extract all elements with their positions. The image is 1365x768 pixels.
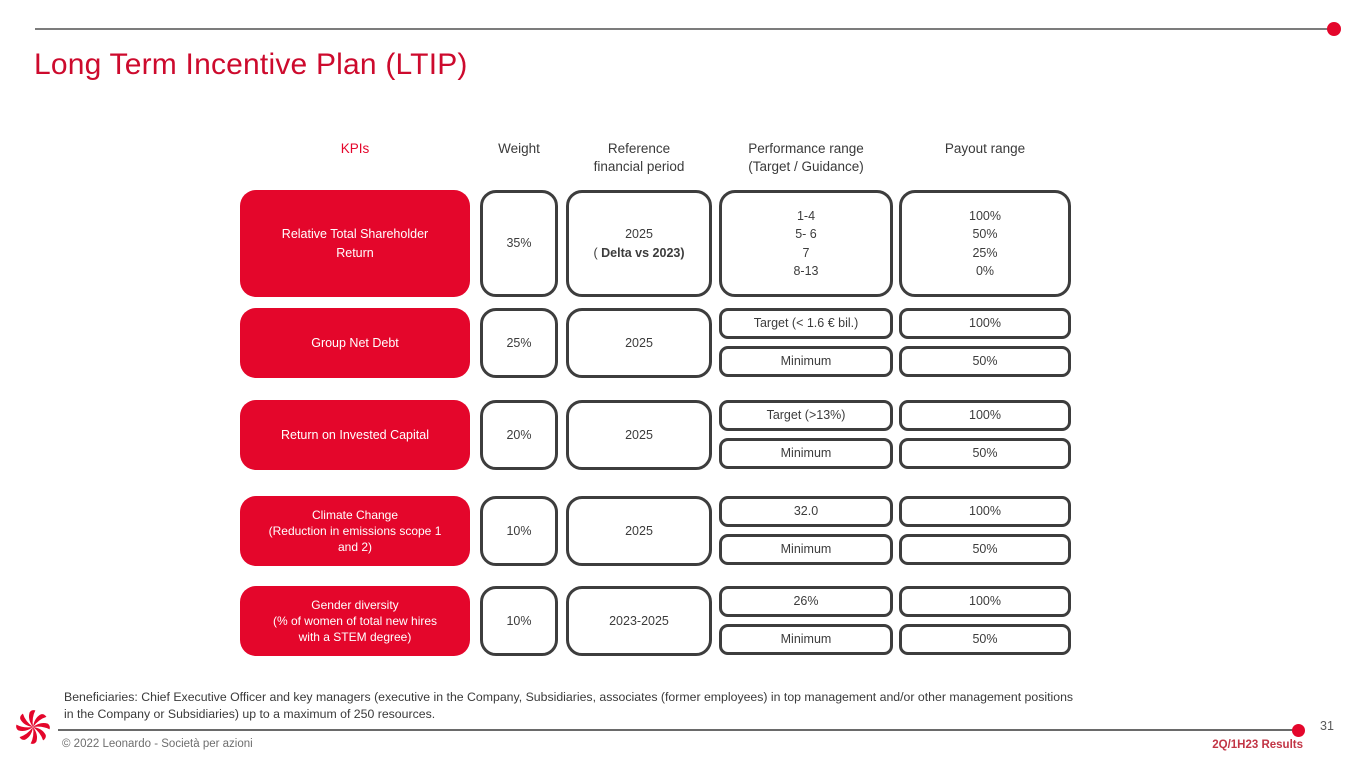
slide-title: Long Term Incentive Plan (LTIP) <box>34 48 468 81</box>
column-header-reference: Reference financial period <box>593 141 685 174</box>
kpi-box: Group Net Debt <box>240 308 470 378</box>
kpi-box: Return on Invested Capital <box>240 400 470 470</box>
copyright-text: © 2022 Leonardo - Società per azioni <box>62 738 253 750</box>
performance-target-box: Target (>13%) <box>719 400 893 431</box>
column-header-payout: Payout range <box>944 141 1026 156</box>
performance-minimum-box: Minimum <box>719 438 893 469</box>
reference-prefix-text: ( <box>593 245 602 260</box>
footer-red-dot-icon <box>1292 724 1305 737</box>
top-divider-line <box>35 28 1335 30</box>
column-header-kpis: KPIs <box>340 141 370 156</box>
payout-target-box: 100% <box>899 400 1071 431</box>
performance-target-box: 32.0 <box>719 496 893 527</box>
column-header-performance: Performance range (Target / Guidance) <box>748 141 864 174</box>
kpi-box: Gender diversity (% of women of total ne… <box>240 586 470 656</box>
kpi-box: Climate Change (Reduction in emissions s… <box>240 496 470 566</box>
results-label: 2Q/1H23 Results <box>1212 739 1303 751</box>
table-row: Return on Invested Capital 20% 2025 Targ… <box>0 400 1365 470</box>
table-row: Group Net Debt 25% 2025 Target (< 1.6 € … <box>0 308 1365 378</box>
table-row: Climate Change (Reduction in emissions s… <box>0 496 1365 566</box>
payout-minimum-box: 50% <box>899 438 1071 469</box>
weight-box: 10% <box>480 496 558 566</box>
payout-target-box: 100% <box>899 496 1071 527</box>
kpi-box: Relative Total Shareholder Return <box>240 190 470 297</box>
reference-period-box: 2025 <box>566 496 712 566</box>
reference-line1: 2025 <box>625 227 653 242</box>
reference-line2: ( Delta vs 2023) <box>593 244 684 262</box>
page-number: 31 <box>1320 719 1334 733</box>
reference-bold-text: Delta vs 2023) <box>601 245 685 260</box>
payout-minimum-box: 50% <box>899 624 1071 655</box>
performance-minimum-box: Minimum <box>719 346 893 377</box>
leonardo-logo-icon <box>16 710 50 744</box>
payout-range-box: 100% 50% 25% 0% <box>899 190 1071 297</box>
reference-period-box: 2025 ( Delta vs 2023) <box>566 190 712 297</box>
reference-period-box: 2025 <box>566 400 712 470</box>
reference-period-box: 2025 <box>566 308 712 378</box>
table-row: Relative Total Shareholder Return 35% 20… <box>0 190 1365 297</box>
top-red-dot-icon <box>1327 22 1341 36</box>
payout-minimum-box: 50% <box>899 346 1071 377</box>
weight-box: 20% <box>480 400 558 470</box>
weight-box: 35% <box>480 190 558 297</box>
weight-box: 10% <box>480 586 558 656</box>
performance-target-box: 26% <box>719 586 893 617</box>
performance-range-box: 1-4 5- 6 7 8-13 <box>719 190 893 297</box>
column-header-weight: Weight <box>498 141 540 156</box>
reference-period-box: 2023-2025 <box>566 586 712 656</box>
weight-box: 25% <box>480 308 558 378</box>
performance-minimum-box: Minimum <box>719 624 893 655</box>
payout-target-box: 100% <box>899 586 1071 617</box>
performance-minimum-box: Minimum <box>719 534 893 565</box>
payout-target-box: 100% <box>899 308 1071 339</box>
beneficiaries-note: Beneficiaries: Chief Executive Officer a… <box>64 690 1074 722</box>
performance-target-box: Target (< 1.6 € bil.) <box>719 308 893 339</box>
table-row: Gender diversity (% of women of total ne… <box>0 586 1365 656</box>
payout-minimum-box: 50% <box>899 534 1071 565</box>
footer-divider-line <box>58 729 1298 731</box>
